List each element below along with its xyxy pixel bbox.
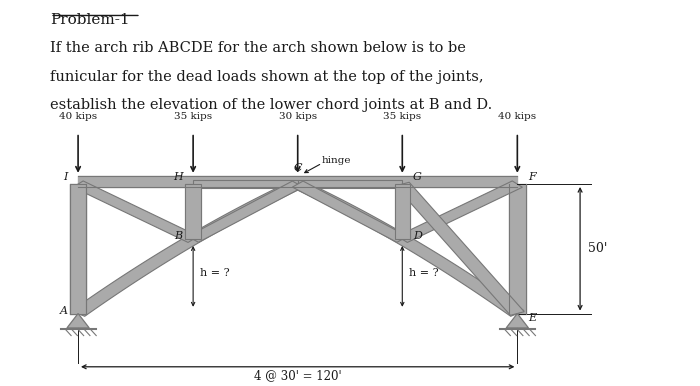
Text: 35 kips: 35 kips xyxy=(383,112,421,121)
Polygon shape xyxy=(73,181,198,242)
Polygon shape xyxy=(293,181,407,242)
Polygon shape xyxy=(395,184,410,239)
Polygon shape xyxy=(395,182,524,315)
Text: A: A xyxy=(60,305,68,315)
Text: I: I xyxy=(63,172,68,182)
Polygon shape xyxy=(506,313,528,328)
Text: G: G xyxy=(413,172,421,182)
Text: hinge: hinge xyxy=(322,156,351,165)
Polygon shape xyxy=(71,181,303,316)
Polygon shape xyxy=(298,180,402,188)
Text: 50': 50' xyxy=(589,242,608,255)
Text: E: E xyxy=(528,313,536,323)
Text: establish the elevation of the lower chord joints at B and D.: establish the elevation of the lower cho… xyxy=(50,98,492,112)
Text: F: F xyxy=(528,172,536,182)
Text: If the arch rib ABCDE for the arch shown below is to be: If the arch rib ABCDE for the arch shown… xyxy=(50,41,466,55)
Polygon shape xyxy=(186,184,201,239)
Text: 30 kips: 30 kips xyxy=(279,112,317,121)
Polygon shape xyxy=(397,181,522,242)
Text: C: C xyxy=(293,163,302,173)
Text: D: D xyxy=(413,231,421,241)
Polygon shape xyxy=(395,184,410,239)
Text: H: H xyxy=(173,172,183,182)
Polygon shape xyxy=(67,313,89,328)
Polygon shape xyxy=(71,184,86,313)
Text: 35 kips: 35 kips xyxy=(174,112,212,121)
Polygon shape xyxy=(188,181,303,242)
Text: h = ?: h = ? xyxy=(200,268,230,278)
Text: 40 kips: 40 kips xyxy=(498,112,536,121)
Text: B: B xyxy=(174,231,183,241)
Text: Problem-1: Problem-1 xyxy=(50,13,130,27)
Text: 4 @ 30' = 120': 4 @ 30' = 120' xyxy=(254,369,342,382)
Text: h = ?: h = ? xyxy=(410,268,439,278)
Polygon shape xyxy=(186,184,201,239)
Text: 40 kips: 40 kips xyxy=(59,112,97,121)
Text: funicular for the dead loads shown at the top of the joints,: funicular for the dead loads shown at th… xyxy=(50,70,484,84)
Polygon shape xyxy=(292,181,524,316)
Polygon shape xyxy=(193,180,298,188)
